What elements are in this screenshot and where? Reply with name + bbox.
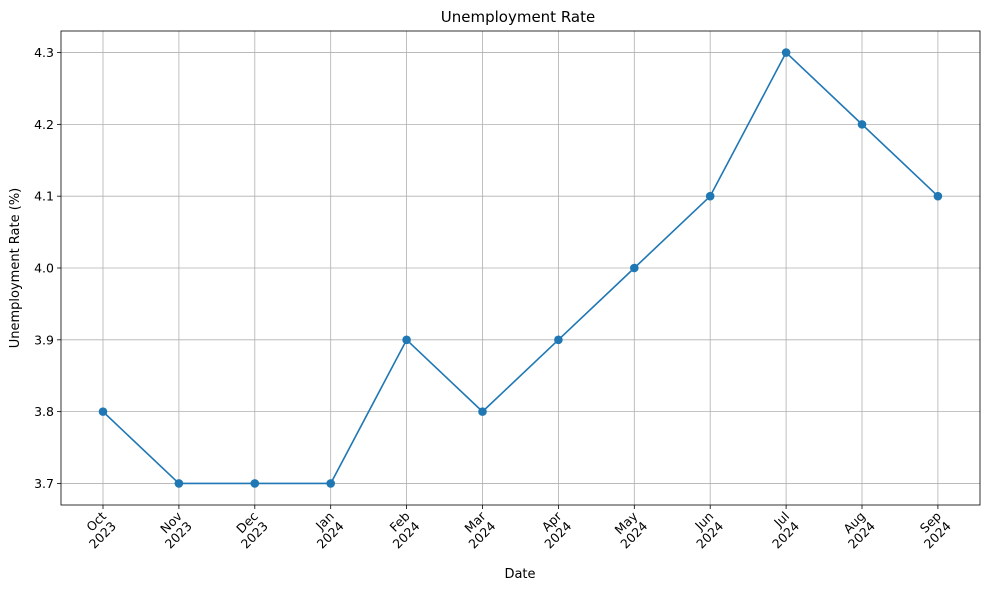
series-layer: [98, 48, 943, 488]
x-tick-label: Jun2024: [683, 508, 726, 551]
x-tick-label: Aug2024: [835, 508, 878, 551]
data-point: [781, 48, 791, 57]
x-tick-label: Apr2024: [531, 508, 575, 552]
data-point: [705, 191, 715, 201]
y-tick-label: 4.3: [34, 45, 54, 60]
x-axis-label: Date: [504, 567, 535, 582]
y-tick-label: 4.1: [34, 189, 54, 204]
y-tick-label: 4.2: [34, 117, 54, 132]
x-tick-label: May2024: [607, 508, 650, 551]
data-point: [857, 120, 867, 129]
y-tick-label: 3.8: [34, 404, 54, 419]
x-tick-label: Oct2023: [76, 508, 119, 551]
x-tick-label: Dec2023: [228, 508, 271, 551]
y-tick-label: 4.0: [34, 261, 54, 276]
x-tick-label: Mar2024: [456, 508, 500, 552]
y-axis-label: Unemployment Rate (%): [8, 188, 23, 349]
data-point: [326, 479, 336, 488]
grid-layer: [61, 31, 980, 505]
x-axis-ticks: Oct2023 Nov2023 Dec2023 Jan2024 Feb2024 Mar20…: [76, 505, 954, 552]
data-point: [478, 407, 487, 416]
series-line: [102, 51, 939, 485]
x-tick-label: Nov2023: [152, 508, 195, 551]
data-point: [933, 191, 943, 201]
data-point: [554, 335, 563, 345]
data-point: [630, 263, 639, 273]
chart-title: Unemployment Rate: [441, 8, 595, 26]
data-point: [98, 407, 108, 416]
x-tick-label: Jul2024: [759, 508, 802, 551]
y-tick-label: 3.9: [34, 332, 54, 347]
x-tick-label: Jan2024: [304, 508, 347, 551]
x-tick-label: Feb2024: [380, 508, 423, 551]
data-point: [174, 479, 184, 488]
data-point: [250, 479, 260, 488]
data-point: [402, 335, 411, 345]
y-tick-label: 3.7: [34, 476, 54, 491]
y-axis-ticks: 3.7 3.8 3.9 4.0 4.1 4.2 4.3: [34, 45, 61, 491]
x-tick-label: Sep2024: [911, 508, 954, 551]
